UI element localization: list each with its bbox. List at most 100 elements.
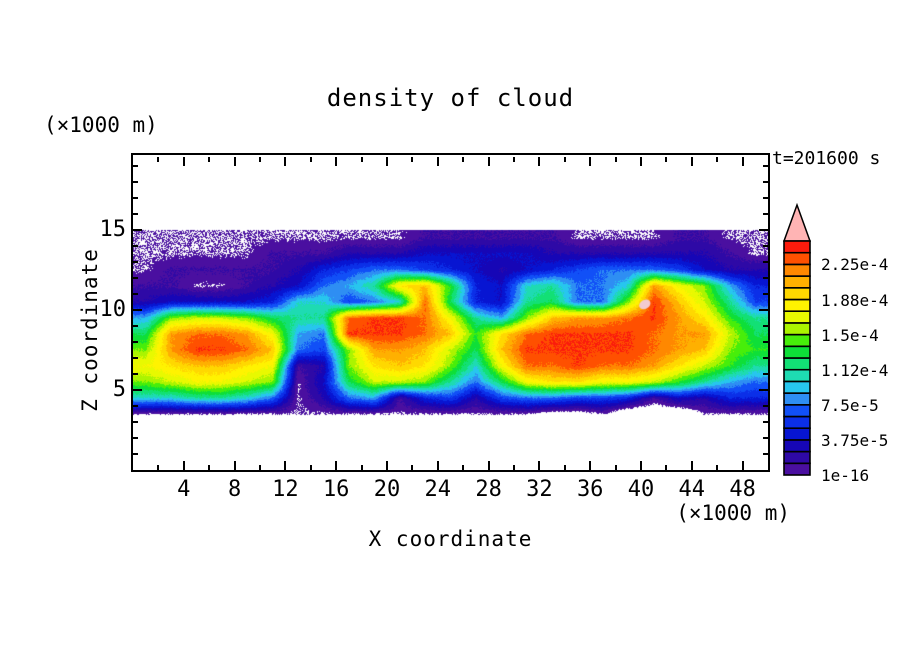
colorbar-segment — [783, 263, 811, 277]
colorbar-label: 7.5e-5 — [821, 395, 879, 415]
colorbar-segment — [783, 357, 811, 371]
tick-mark — [133, 261, 138, 263]
tick-mark — [411, 465, 413, 470]
tick-mark — [564, 465, 566, 470]
tick-mark — [259, 465, 261, 470]
tick-mark — [763, 245, 768, 247]
tick-mark — [665, 157, 667, 162]
tick-mark — [259, 157, 261, 162]
tick-mark — [589, 157, 591, 166]
tick-mark — [763, 213, 768, 215]
tick-mark — [763, 437, 768, 439]
z-tick-label: 10 — [99, 297, 127, 322]
colorbar-label: 2.25e-4 — [821, 255, 889, 275]
tick-mark — [763, 197, 768, 199]
tick-mark — [640, 461, 642, 470]
tick-mark — [133, 389, 142, 391]
tick-mark — [133, 405, 138, 407]
tick-mark — [691, 461, 693, 470]
tick-mark — [284, 157, 286, 166]
tick-mark — [538, 157, 540, 166]
tick-mark — [234, 461, 236, 470]
colorbar-segment — [783, 380, 811, 394]
tick-mark — [513, 465, 515, 470]
x-tick-label: 20 — [373, 477, 401, 502]
tick-mark — [462, 465, 464, 470]
x-axis-title: X coordinate — [368, 527, 533, 551]
tick-mark — [759, 389, 768, 391]
tick-mark — [589, 461, 591, 470]
colorbar-label: 3.75e-5 — [821, 430, 889, 450]
z-tick-label: 5 — [112, 377, 126, 402]
tick-mark — [716, 157, 718, 162]
tick-mark — [564, 157, 566, 162]
x-axis-unit-label: (×1000 m) — [676, 501, 790, 525]
colorbar-segment — [783, 240, 811, 254]
tick-mark — [133, 421, 138, 423]
tick-mark — [310, 465, 312, 470]
colorbar-segment — [783, 450, 811, 465]
tick-mark — [437, 157, 439, 166]
tick-mark — [386, 461, 388, 470]
colorbar-segment — [783, 251, 811, 266]
x-tick-label: 40 — [627, 477, 655, 502]
colorbar-label: 1.5e-4 — [821, 325, 879, 345]
tick-mark — [640, 157, 642, 166]
colorbar-segment — [783, 310, 811, 324]
x-tick-label: 8 — [227, 477, 242, 502]
tick-mark — [361, 157, 363, 162]
tick-mark — [488, 157, 490, 166]
tick-mark — [208, 465, 210, 470]
x-tick-label: 24 — [424, 477, 452, 502]
x-tick-label: 48 — [729, 477, 756, 502]
colorbar-segment — [783, 333, 811, 348]
colorbar-segment — [783, 287, 811, 301]
tick-mark — [763, 325, 768, 327]
tick-mark — [183, 157, 185, 166]
tick-mark — [133, 357, 138, 359]
tick-mark — [763, 165, 768, 167]
tick-mark — [763, 373, 768, 375]
tick-mark — [133, 181, 138, 183]
tick-mark — [133, 373, 138, 375]
colorbar-segment — [783, 368, 811, 383]
tick-mark — [462, 157, 464, 162]
tick-mark — [615, 157, 617, 162]
tick-mark — [665, 465, 667, 470]
tick-mark — [763, 453, 768, 455]
tick-mark — [335, 461, 337, 470]
colorbar-label: 1e-16 — [821, 466, 870, 485]
tick-mark — [763, 293, 768, 295]
tick-mark — [208, 157, 210, 162]
tick-mark — [763, 261, 768, 263]
colorbar-label: 1.12e-4 — [821, 360, 889, 380]
tick-mark — [759, 309, 768, 311]
tick-mark — [411, 157, 413, 162]
plot-title: density of cloud — [326, 84, 575, 112]
tick-mark — [763, 181, 768, 183]
tick-mark — [437, 461, 439, 470]
tick-mark — [361, 465, 363, 470]
colorbar-segment — [783, 462, 811, 476]
tick-mark — [513, 157, 515, 162]
tick-mark — [310, 157, 312, 162]
tick-mark — [157, 465, 159, 470]
tick-mark — [133, 229, 142, 231]
colorbar-segment — [783, 322, 811, 336]
z-axis-title: Z coordinate — [78, 248, 102, 412]
tick-mark — [763, 405, 768, 407]
tick-mark — [538, 461, 540, 470]
colorbar-segment — [783, 415, 811, 429]
tick-mark — [133, 293, 138, 295]
x-tick-label: 36 — [576, 477, 604, 502]
tick-mark — [763, 277, 768, 279]
tick-mark — [133, 325, 138, 327]
x-tick-label: 32 — [526, 477, 553, 502]
tick-mark — [488, 461, 490, 470]
tick-mark — [716, 465, 718, 470]
x-tick-label: 12 — [272, 477, 299, 502]
colorbar-segment — [783, 275, 811, 289]
colorbar-segment — [783, 427, 811, 441]
z-tick-label: 15 — [99, 217, 127, 242]
tick-mark — [183, 461, 185, 470]
